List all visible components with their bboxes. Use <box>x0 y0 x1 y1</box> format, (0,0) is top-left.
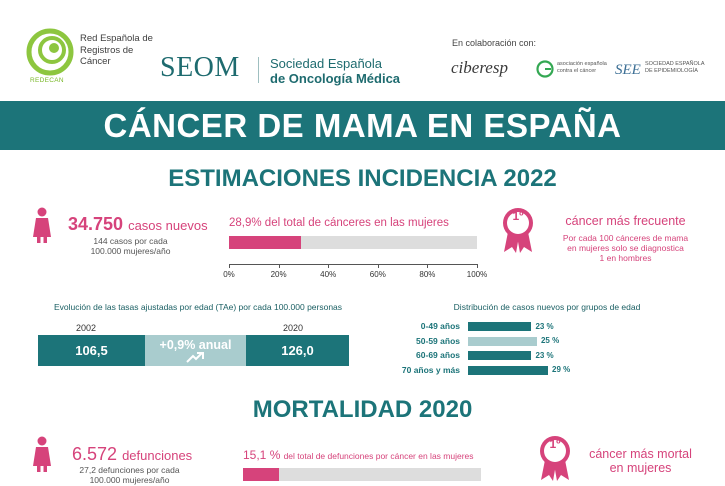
seom-logo-word: SEOM <box>160 52 240 83</box>
evolution-end-value: 126,0 <box>281 343 314 358</box>
distribution-chart: 0-49 años 23 % 50-59 años 25 % 60-69 años 23 … <box>380 318 710 380</box>
aecc-logo-text: asociación española contra el cáncer <box>557 61 607 74</box>
mortality-pct-rest: del total de defunciones por cáncer en l… <box>283 451 474 461</box>
distribution-label: 50-59 años <box>416 335 460 346</box>
incidence-rank-badge: 1º <box>512 209 524 223</box>
seom-name-line2: de Oncología Médica <box>270 71 401 86</box>
incidence-rank-sub-line1: Por cada 100 cánceres de mama <box>562 233 689 243</box>
distribution-caption: Distribución de casos nuevos por grupos … <box>453 302 641 312</box>
woman-icon <box>33 436 51 472</box>
mortality-section-title: MORTALIDAD 2020 <box>252 396 473 423</box>
distribution-label: 70 años y más <box>401 364 460 375</box>
evolution-start-box: 106,5 <box>38 335 145 366</box>
axis-tick-label: 80% <box>419 270 436 279</box>
distribution-value: 29 % <box>552 365 571 374</box>
title-band: CÁNCER DE MAMA EN ESPAÑA <box>0 101 725 150</box>
evolution-year-start: 2002 <box>76 323 97 333</box>
deaths-rate: 27,2 defunciones por cada 100.000 mujere… <box>72 465 187 485</box>
see-logo-text: SOCIEDAD ESPAÑOLA DE EPIDEMIOLOGÍA <box>645 61 705 74</box>
new-cases-rate-line2: 100.000 mujeres/año <box>90 246 171 256</box>
axis-tick <box>477 264 478 268</box>
deaths-label: defunciones <box>122 448 193 463</box>
first-place-ribbon-icon <box>503 208 533 253</box>
distribution-bar <box>468 351 532 360</box>
axis-tick <box>278 264 280 268</box>
distribution-bar <box>468 322 532 331</box>
mortality-progress-track <box>243 468 481 481</box>
deaths-rate-line1: 27,2 defunciones por cada <box>79 465 180 475</box>
evolution-change-value: +0,9% anual <box>159 338 232 352</box>
incidence-rank-sub-line2: en mujeres solo se diagnostica <box>567 243 684 253</box>
incidence-rank-sub-line3: 1 en hombres <box>599 253 652 263</box>
axis-tick <box>377 264 379 268</box>
distribution-value: 23 % <box>535 350 554 360</box>
deaths-number: 6.572 <box>72 444 118 464</box>
deaths-rate-line2: 100.000 mujeres/año <box>89 475 170 485</box>
incidence-axis: 0% 20% 40% 60% 80% 100% <box>223 264 487 284</box>
redecan-logo-icon <box>26 28 74 76</box>
collaboration-label: En colaboración con: <box>452 38 537 48</box>
incidence-section-title: ESTIMACIONES INCIDENCIA 2022 <box>168 165 557 192</box>
mortality-rank-title-line2: en mujeres <box>609 461 672 475</box>
axis-tick-label: 20% <box>270 270 287 279</box>
mortality-pct-caption: 15,1 % del total de defunciones por cánc… <box>243 448 474 462</box>
evolution-change-box: +0,9% anual <box>145 335 246 366</box>
axis-tick-label: 40% <box>320 270 337 279</box>
mortality-progress-fill <box>243 468 279 481</box>
evolution-end-box: 126,0 <box>246 335 349 366</box>
mortality-rank-title: cáncer más mortal en mujeres <box>578 447 703 475</box>
seom-divider <box>258 57 259 83</box>
axis-tick <box>427 264 429 268</box>
aecc-logo-icon <box>536 60 554 78</box>
axis-tick-label: 60% <box>369 270 386 279</box>
seom-name-line1: Sociedad Española <box>270 56 383 71</box>
woman-icon <box>33 207 51 243</box>
new-cases-headline: 34.750 casos nuevos <box>68 214 208 235</box>
distribution-label: 60-69 años <box>416 350 460 360</box>
new-cases-rate: 144 casos por cada 100.000 mujeres/año <box>78 236 183 256</box>
redecan-sub: REDECAN <box>30 77 64 84</box>
redecan-name: Red Española de Registros de Cáncer <box>80 33 153 67</box>
distribution-label: 0-49 años <box>420 321 460 331</box>
distribution-bar <box>468 365 548 375</box>
mortality-rank-badge: 1º <box>549 437 561 451</box>
incidence-progress-track <box>229 236 477 249</box>
page-title: CÁNCER DE MAMA EN ESPAÑA <box>103 107 622 144</box>
evolution-caption: Evolución de las tasas ajustadas por eda… <box>53 302 343 312</box>
distribution-value: 25 % <box>540 336 560 345</box>
axis-tick <box>328 264 330 268</box>
deaths-headline: 6.572 defunciones <box>72 444 192 465</box>
new-cases-rate-line1: 144 casos por cada <box>93 236 168 246</box>
trend-up-arrow-icon <box>186 352 204 363</box>
axis-tick <box>229 264 230 268</box>
axis-tick-label: 100% <box>466 270 488 279</box>
distribution-value: 23 % <box>535 321 554 331</box>
ciberesp-logo: ciberesp <box>451 58 508 77</box>
first-place-ribbon-icon <box>540 436 570 481</box>
distribution-bar <box>468 336 537 346</box>
incidence-rank-title: cáncer más frecuente <box>565 214 686 228</box>
new-cases-label: casos nuevos <box>128 218 208 233</box>
axis-tick-label: 0% <box>223 270 235 279</box>
incidence-rank-sub: Por cada 100 cánceres de mama en mujeres… <box>558 233 693 263</box>
see-logo-icon: SEE <box>615 62 641 78</box>
mortality-rank-title-line1: cáncer más mortal <box>589 447 692 461</box>
incidence-pct-caption: 28,9% del total de cánceres en las mujer… <box>229 217 449 229</box>
mortality-pct-number: 15,1 % <box>243 448 281 462</box>
incidence-axis-line <box>229 264 477 265</box>
new-cases-number: 34.750 <box>68 214 124 234</box>
evolution-year-end: 2020 <box>283 323 304 333</box>
incidence-progress-fill <box>229 236 301 249</box>
evolution-start-value: 106,5 <box>75 343 108 358</box>
